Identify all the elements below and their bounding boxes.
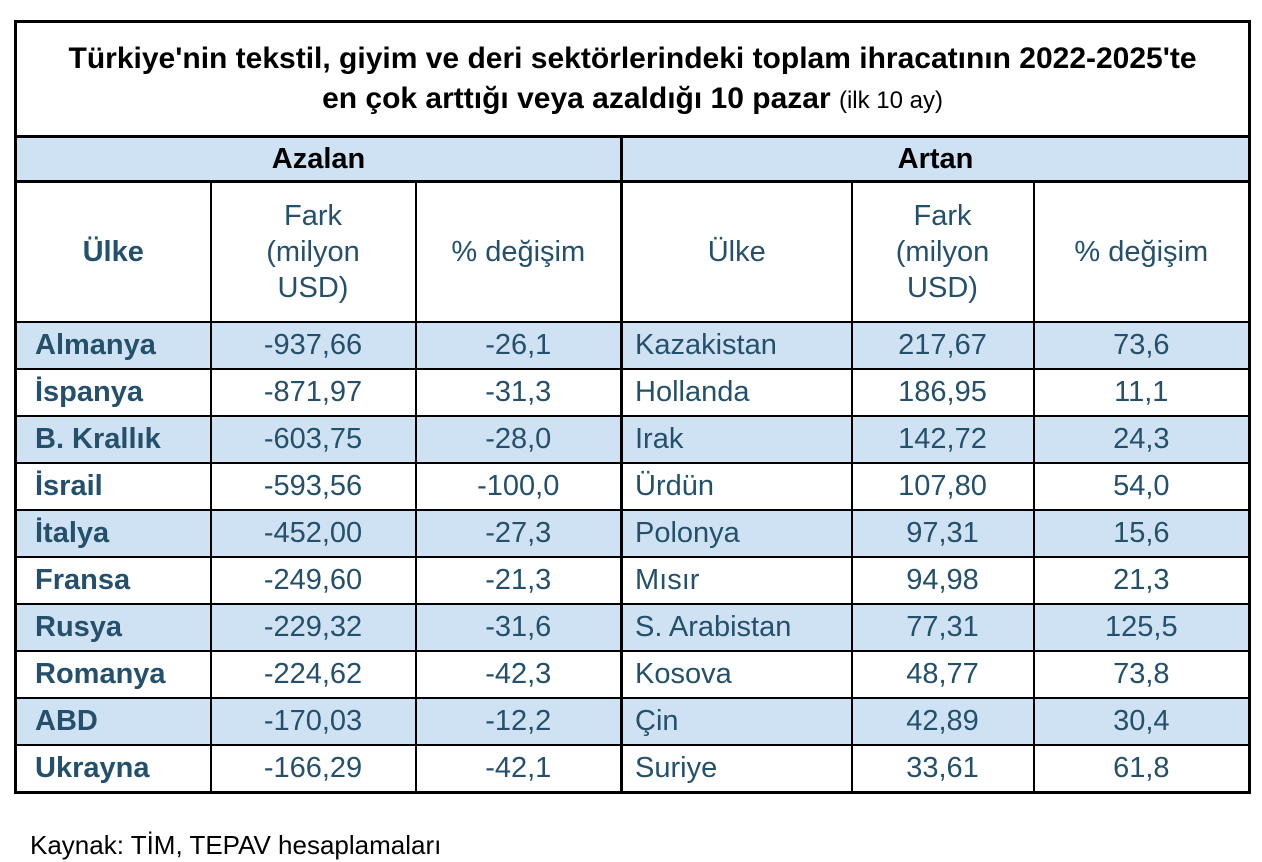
azalan-country: Fransa: [14, 556, 212, 605]
azalan-pct: -26,1: [414, 321, 623, 370]
artan-country: Ürdün: [620, 462, 853, 511]
header-artan-country: Ülke: [620, 180, 853, 323]
azalan-pct: -31,3: [414, 368, 623, 417]
section-label-azalan: Azalan: [14, 135, 623, 183]
table-title-main: Türkiye'nin tekstil, giyim ve deri sektö…: [68, 41, 1197, 116]
azalan-pct: -28,0: [414, 415, 623, 464]
azalan-diff: -452,00: [209, 509, 417, 558]
table-row: İtalya -452,00 -27,3 Polonya 97,31 15,6: [14, 509, 1251, 558]
artan-pct: 125,5: [1032, 603, 1251, 652]
header-artan-diff: Fark (milyon USD): [850, 180, 1035, 323]
table-row: Fransa -249,60 -21,3 Mısır 94,98 21,3: [14, 556, 1251, 605]
section-header-row: Azalan Artan: [14, 135, 1251, 183]
azalan-pct: -12,2: [414, 697, 623, 746]
header-azalan-pct: % değişim: [414, 180, 623, 323]
artan-country: S. Arabistan: [620, 603, 853, 652]
artan-country: Hollanda: [620, 368, 853, 417]
azalan-country: İtalya: [14, 509, 212, 558]
azalan-country: İspanya: [14, 368, 212, 417]
artan-pct: 11,1: [1032, 368, 1251, 417]
artan-pct: 73,6: [1032, 321, 1251, 370]
export-table-figure: Türkiye'nin tekstil, giyim ve deri sektö…: [14, 20, 1252, 860]
table-row: Rusya -229,32 -31,6 S. Arabistan 77,31 125,5: [14, 603, 1251, 652]
azalan-diff: -170,03: [209, 697, 417, 746]
table-row: ABD -170,03 -12,2 Çin 42,89 30,4: [14, 697, 1251, 746]
azalan-pct: -42,1: [414, 744, 623, 794]
azalan-pct: -100,0: [414, 462, 623, 511]
table-row: İspanya -871,97 -31,3 Hollanda 186,95 11,1: [14, 368, 1251, 417]
artan-diff: 217,67: [850, 321, 1035, 370]
artan-country: Çin: [620, 697, 853, 746]
azalan-diff: -229,32: [209, 603, 417, 652]
azalan-diff: -871,97: [209, 368, 417, 417]
table-row: B. Krallık -603,75 -28,0 Irak 142,72 24,3: [14, 415, 1251, 464]
azalan-country: Romanya: [14, 650, 212, 699]
header-azalan-diff-label: Fark (milyon USD): [266, 199, 360, 305]
table-row: Romanya -224,62 -42,3 Kosova 48,77 73,8: [14, 650, 1251, 699]
table-row: Almanya -937,66 -26,1 Kazakistan 217,67 73,6: [14, 321, 1251, 370]
artan-country: Kosova: [620, 650, 853, 699]
artan-pct: 21,3: [1032, 556, 1251, 605]
artan-pct: 24,3: [1032, 415, 1251, 464]
azalan-diff: -937,66: [209, 321, 417, 370]
artan-diff: 48,77: [850, 650, 1035, 699]
artan-diff: 186,95: [850, 368, 1035, 417]
section-label-artan: Artan: [619, 135, 1251, 183]
azalan-country: Ukrayna: [14, 744, 212, 794]
azalan-country: Almanya: [14, 321, 212, 370]
header-azalan-diff: Fark (milyon USD): [209, 180, 417, 323]
azalan-country: Rusya: [14, 603, 212, 652]
azalan-country: İsrail: [14, 462, 212, 511]
artan-diff: 142,72: [850, 415, 1035, 464]
azalan-diff: -249,60: [209, 556, 417, 605]
artan-pct: 54,0: [1032, 462, 1251, 511]
artan-pct: 15,6: [1032, 509, 1251, 558]
artan-country: Suriye: [620, 744, 853, 794]
table-row: İsrail -593,56 -100,0 Ürdün 107,80 54,0: [14, 462, 1251, 511]
azalan-diff: -603,75: [209, 415, 417, 464]
azalan-country: B. Krallık: [14, 415, 212, 464]
azalan-pct: -42,3: [414, 650, 623, 699]
artan-pct: 61,8: [1032, 744, 1251, 794]
artan-diff: 42,89: [850, 697, 1035, 746]
artan-country: Irak: [620, 415, 853, 464]
artan-diff: 97,31: [850, 509, 1035, 558]
table-title: Türkiye'nin tekstil, giyim ve deri sektö…: [14, 20, 1251, 138]
header-artan-pct: % değişim: [1032, 180, 1251, 323]
table-row: Ukrayna -166,29 -42,1 Suriye 33,61 61,8: [14, 744, 1251, 794]
artan-country: Polonya: [620, 509, 853, 558]
azalan-pct: -21,3: [414, 556, 623, 605]
title-row: Türkiye'nin tekstil, giyim ve deri sektö…: [14, 20, 1251, 138]
table-title-suffix: (ilk 10 ay): [838, 87, 943, 114]
column-header-row: Ülke Fark (milyon USD) % değişim Ülke Fa…: [14, 180, 1251, 323]
azalan-diff: -593,56: [209, 462, 417, 511]
artan-diff: 94,98: [850, 556, 1035, 605]
azalan-country: ABD: [14, 697, 212, 746]
header-artan-diff-label: Fark (milyon USD): [895, 199, 990, 305]
artan-diff: 107,80: [850, 462, 1035, 511]
artan-country: Kazakistan: [620, 321, 853, 370]
artan-pct: 73,8: [1032, 650, 1251, 699]
source-note: Kaynak: TİM, TEPAV hesaplamaları: [30, 830, 442, 860]
export-table: Türkiye'nin tekstil, giyim ve deri sektö…: [14, 20, 1252, 794]
artan-pct: 30,4: [1032, 697, 1251, 746]
azalan-pct: -27,3: [414, 509, 623, 558]
azalan-diff: -166,29: [209, 744, 417, 794]
artan-diff: 77,31: [850, 603, 1035, 652]
artan-country: Mısır: [620, 556, 853, 605]
artan-diff: 33,61: [850, 744, 1035, 794]
azalan-pct: -31,6: [414, 603, 623, 652]
azalan-diff: -224,62: [209, 650, 417, 699]
header-azalan-country: Ülke: [14, 180, 212, 323]
